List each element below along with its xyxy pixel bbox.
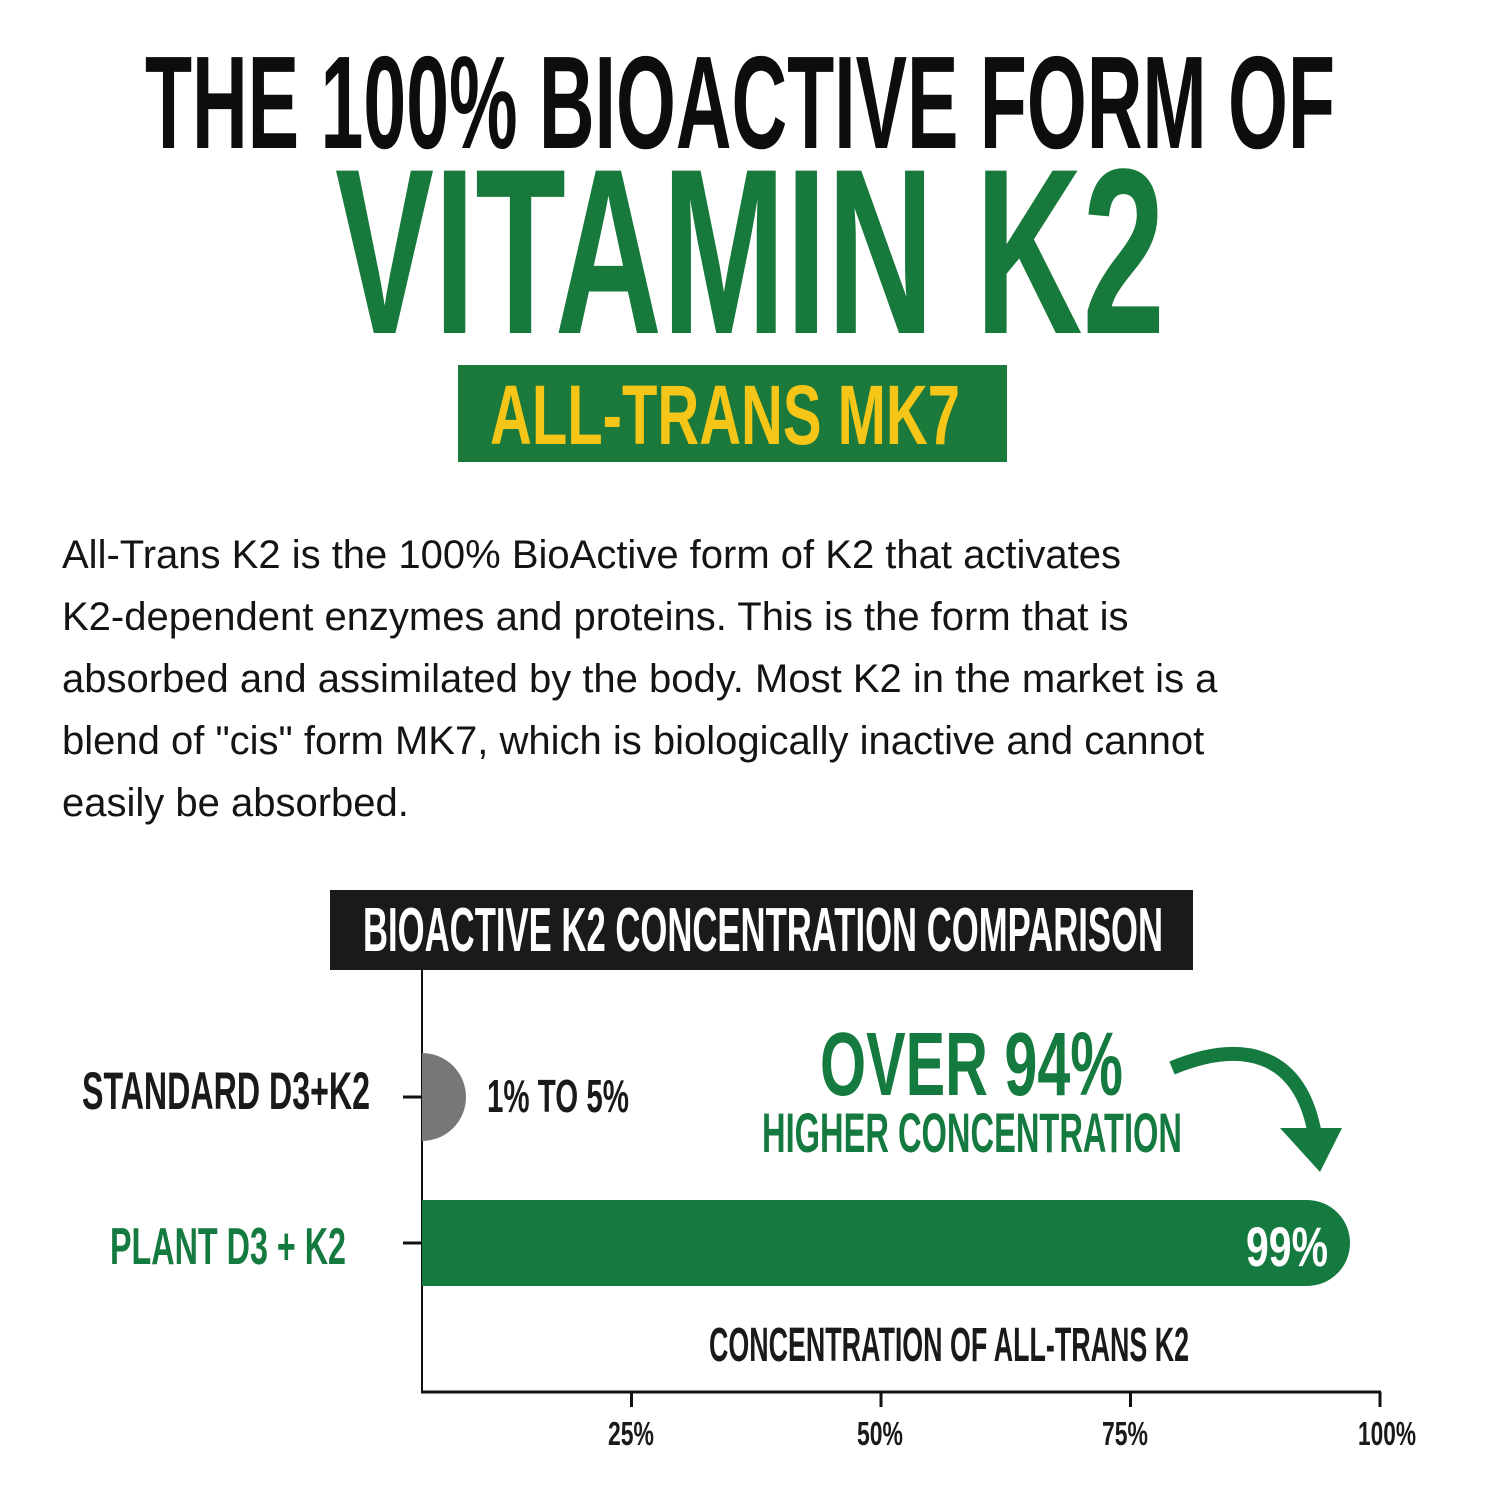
all-trans-badge	[458, 365, 1007, 462]
x-tick-label-100: 100%	[1358, 1415, 1416, 1452]
title-line-1: THE 100% BIOACTIVE FORM OF	[145, 29, 1335, 176]
x-tick-label-25: 25%	[608, 1415, 654, 1452]
curved-arrow-icon	[1169, 1047, 1342, 1172]
description-line: absorbed and assimilated by the body. Mo…	[62, 657, 1218, 701]
description-line: easily be absorbed.	[62, 781, 409, 825]
x-axis-label: CONCENTRATION OF ALL-TRANS K2	[709, 1319, 1189, 1372]
data-label-plant: 99%	[1246, 1215, 1328, 1278]
category-label-standard: STANDARD D3+K2	[82, 1062, 370, 1121]
x-tick-label-50: 50%	[857, 1415, 903, 1452]
chart-title-box	[330, 890, 1193, 970]
description-line: blend of "cis" form MK7, which is biolog…	[62, 719, 1205, 763]
badge-text: ALL-TRANS MK7	[490, 368, 960, 462]
callout-headline: OVER 94%	[820, 1015, 1123, 1115]
category-label-plant: PLANT D3 + K2	[110, 1218, 346, 1276]
chart-title: BIOACTIVE K2 CONCENTRATION COMPARISON	[363, 896, 1163, 965]
callout-subline: HIGHER CONCENTRATION	[762, 1101, 1182, 1164]
bar-plant	[422, 1200, 1351, 1286]
description-line: All-Trans K2 is the 100% BioActive form …	[62, 533, 1121, 577]
data-label-standard: 1% TO 5%	[487, 1070, 629, 1122]
description-paragraph: All-Trans K2 is the 100% BioActive form …	[62, 524, 1217, 834]
title-vitamin-k2: VITAMIN K2	[335, 120, 1165, 384]
description-line: K2-dependent enzymes and proteins. This …	[62, 595, 1129, 639]
bar-standard	[422, 1053, 466, 1141]
x-tick-label-75: 75%	[1102, 1415, 1148, 1452]
